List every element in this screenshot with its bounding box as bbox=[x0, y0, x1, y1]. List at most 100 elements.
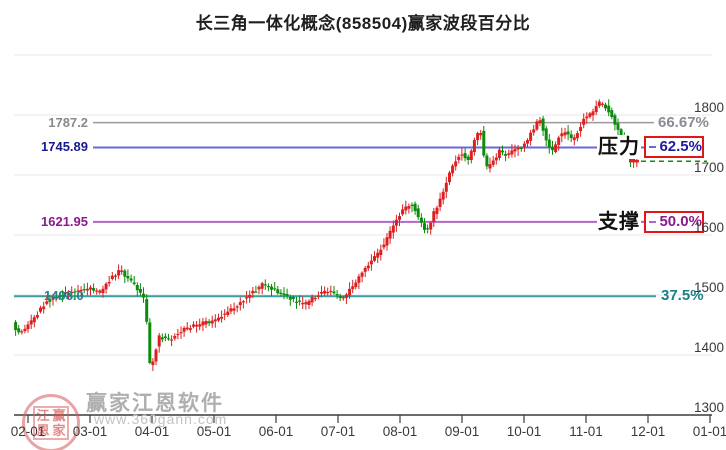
candle-body bbox=[291, 297, 295, 299]
candle-body bbox=[476, 133, 480, 141]
candle-body bbox=[120, 270, 124, 272]
candle-body bbox=[70, 291, 74, 293]
x-axis-label: 06-01 bbox=[258, 424, 294, 439]
candle-body bbox=[610, 110, 614, 117]
candle-body bbox=[526, 140, 529, 144]
candle-body bbox=[51, 297, 55, 300]
candle-body bbox=[407, 206, 411, 209]
candle-body bbox=[613, 115, 617, 125]
candle-body bbox=[213, 319, 217, 322]
candle-body bbox=[148, 322, 152, 363]
candle-body bbox=[376, 252, 380, 258]
candle-body bbox=[497, 149, 501, 158]
candle-body bbox=[391, 225, 395, 233]
candle-body bbox=[429, 222, 433, 230]
candle-body bbox=[117, 270, 121, 276]
candle-body bbox=[335, 294, 339, 296]
candle-body bbox=[260, 283, 264, 289]
candle-body bbox=[188, 328, 192, 330]
candle-body bbox=[223, 313, 227, 315]
candle-body bbox=[170, 339, 174, 341]
x-axis-label: 10-01 bbox=[506, 424, 542, 439]
candle-body bbox=[563, 132, 567, 136]
x-axis-label: 02-01 bbox=[10, 424, 46, 439]
candle-body bbox=[288, 297, 292, 300]
candle-body bbox=[238, 302, 242, 306]
candle-body bbox=[142, 293, 145, 298]
candle-body bbox=[167, 338, 170, 340]
candle-body bbox=[29, 320, 33, 325]
candle-body bbox=[529, 132, 533, 141]
pct-label-625: 62.5% bbox=[659, 138, 702, 156]
candle-body bbox=[182, 328, 186, 332]
level-value-1498: 1498.0 bbox=[44, 288, 84, 304]
candle-body bbox=[101, 288, 105, 293]
candle-body bbox=[363, 268, 367, 272]
candle-body bbox=[45, 301, 49, 304]
candle-body bbox=[151, 361, 155, 366]
level-value-1621: 1621.95 bbox=[41, 213, 88, 229]
candle-body bbox=[519, 147, 523, 149]
candle-body bbox=[60, 295, 64, 297]
candle-body bbox=[310, 297, 314, 303]
candle-body bbox=[494, 157, 498, 161]
candle-body bbox=[92, 288, 96, 291]
y-axis-label: 1600 bbox=[693, 220, 724, 235]
candle-body bbox=[332, 291, 336, 294]
candle-body bbox=[394, 219, 398, 226]
candle-body bbox=[344, 294, 348, 298]
candle-body bbox=[282, 293, 286, 296]
candle-body bbox=[64, 292, 67, 294]
x-axis-label: 11-01 bbox=[569, 424, 603, 439]
candle-body bbox=[241, 301, 245, 303]
candle-body bbox=[451, 165, 455, 174]
candle-body bbox=[201, 321, 205, 326]
candle-body bbox=[132, 282, 136, 285]
candle-body bbox=[541, 118, 545, 131]
candle-body bbox=[510, 150, 514, 155]
candle-body bbox=[160, 337, 164, 340]
candle-body bbox=[341, 297, 345, 299]
candle-body bbox=[544, 128, 548, 141]
candle-body bbox=[313, 298, 317, 300]
candle-body bbox=[248, 294, 252, 298]
candle-body bbox=[507, 153, 511, 155]
candle-body bbox=[254, 291, 258, 293]
candle-body bbox=[76, 290, 80, 292]
candle-body bbox=[135, 285, 139, 291]
y-axis-label: 1800 bbox=[693, 100, 724, 115]
candle-body bbox=[57, 296, 61, 298]
candle-body bbox=[597, 101, 601, 106]
candle-body bbox=[469, 150, 473, 160]
x-axis-label: 08-01 bbox=[382, 424, 418, 439]
candle-body bbox=[235, 306, 239, 308]
candle-body bbox=[557, 137, 561, 145]
x-axis-label: 09-01 bbox=[444, 424, 480, 439]
candle-body bbox=[572, 137, 576, 141]
candle-body bbox=[438, 198, 442, 207]
candle-body bbox=[585, 116, 589, 119]
candle-body bbox=[591, 111, 595, 116]
candle-body bbox=[266, 286, 270, 288]
candle-body bbox=[192, 324, 195, 327]
y-axis-label: 1500 bbox=[693, 280, 724, 295]
candle-body bbox=[513, 149, 517, 152]
candle-body bbox=[220, 316, 224, 319]
candle-body bbox=[129, 278, 133, 281]
candle-body bbox=[448, 172, 451, 183]
x-axis-label: 04-01 bbox=[134, 424, 170, 439]
candle-body bbox=[179, 332, 183, 334]
candle-body bbox=[600, 103, 604, 105]
candle-body bbox=[594, 106, 598, 113]
candle-body bbox=[257, 286, 261, 290]
candle-body bbox=[195, 324, 199, 327]
candle-body bbox=[210, 320, 214, 324]
candle-body bbox=[457, 156, 461, 161]
candle-body bbox=[295, 301, 298, 303]
candle-body bbox=[23, 328, 27, 332]
candle-body bbox=[251, 290, 255, 294]
candle-body bbox=[82, 289, 86, 291]
candle-body bbox=[89, 287, 92, 290]
candle-body bbox=[301, 302, 305, 305]
candle-body bbox=[42, 306, 46, 310]
